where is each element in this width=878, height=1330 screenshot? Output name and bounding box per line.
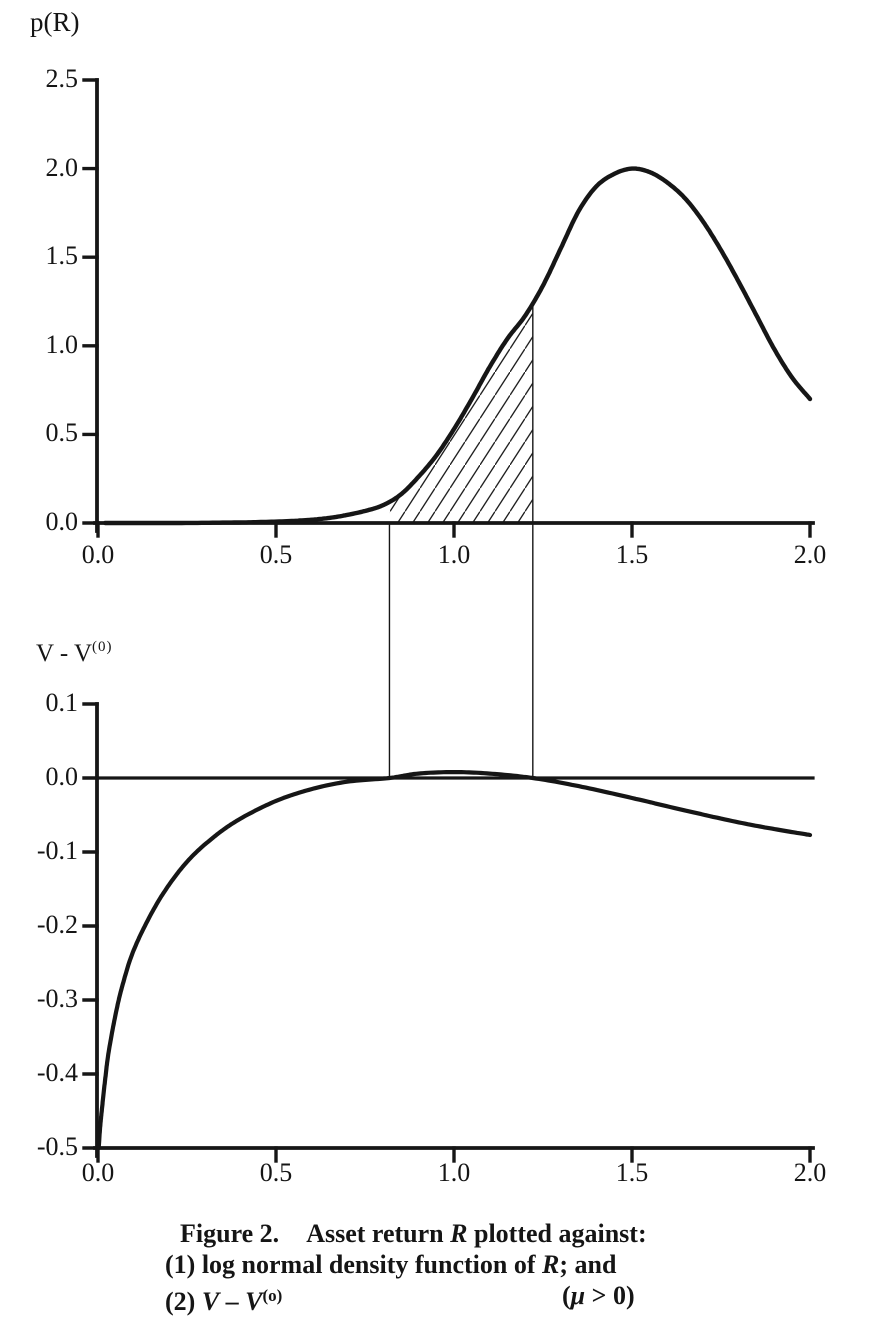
top-y-tick-label: 2.0 [45, 152, 79, 182]
caption-superscript-o: (o) [262, 1286, 283, 1305]
top-y-tick-label: 1.0 [45, 329, 79, 359]
caption-text: ( [562, 1281, 571, 1310]
caption-var-V: V [245, 1287, 263, 1316]
caption-line-3: (2) V – V(o) [165, 1281, 282, 1317]
bottom-y-tick-label: 0.1 [45, 688, 79, 717]
top-y-tick-label: 0.5 [45, 418, 79, 448]
top-y-tick-label: 1.5 [45, 241, 79, 271]
caption-line-2: (1) log normal density function of R; an… [165, 1250, 616, 1280]
caption-condition: (μ > 0) [562, 1281, 635, 1311]
caption-var-V: V [201, 1287, 220, 1316]
caption-text: > 0) [585, 1281, 635, 1310]
caption-var-R: R [542, 1250, 560, 1279]
top-y-tick-label: 2.5 [45, 64, 79, 93]
value-difference-curve [96, 770, 813, 1151]
caption-text: ; and [559, 1250, 617, 1279]
density-curve [102, 166, 813, 526]
caption-text: (1) log normal density function of [165, 1250, 542, 1279]
top-x-tick-label: 2.0 [793, 540, 827, 569]
v-axis-title-base: V - V [36, 640, 93, 667]
v-axis-title-superscript: (0) [92, 639, 113, 655]
bottom-x-tick-label: 2.0 [793, 1158, 827, 1187]
bottom-y-tick-label: -0.1 [36, 836, 78, 865]
caption-line-1: Figure 2. Asset return R plotted against: [180, 1219, 647, 1249]
hatched-area [389, 305, 533, 523]
caption-dash: – [219, 1287, 246, 1316]
bottom-x-tick-label: 1.5 [615, 1158, 649, 1187]
bottom-x-tick-label: 1.0 [437, 1158, 471, 1187]
caption-var-R: R [450, 1219, 468, 1248]
bottom-y-tick-label: -0.5 [36, 1132, 78, 1161]
caption-text: (2) [165, 1287, 202, 1316]
caption-figure-label: Figure 2. [180, 1219, 280, 1248]
caption-text: Asset return [306, 1219, 451, 1248]
top-x-tick-label: 1.5 [615, 540, 649, 569]
top-x-tick-label: 0.0 [81, 540, 115, 569]
bottom-chart-y-axis-title: V - V(0) [36, 634, 113, 667]
caption-var-mu: μ [570, 1281, 586, 1310]
top-x-tick-label: 1.0 [437, 540, 471, 569]
caption-text: plotted against: [467, 1219, 647, 1248]
bottom-x-tick-label: 0.0 [81, 1158, 115, 1187]
bottom-y-tick-label: 0.0 [45, 762, 79, 791]
bottom-x-tick-label: 0.5 [259, 1158, 293, 1187]
bottom-y-tick-label: -0.4 [36, 1058, 78, 1087]
bottom-y-tick-label: -0.3 [36, 984, 78, 1013]
top-x-tick-label: 0.5 [259, 540, 293, 569]
top-chart-y-axis-title: p(R) [30, 7, 80, 37]
bottom-y-tick-label: -0.2 [36, 910, 78, 939]
top-y-tick-label: 0.0 [45, 507, 79, 536]
